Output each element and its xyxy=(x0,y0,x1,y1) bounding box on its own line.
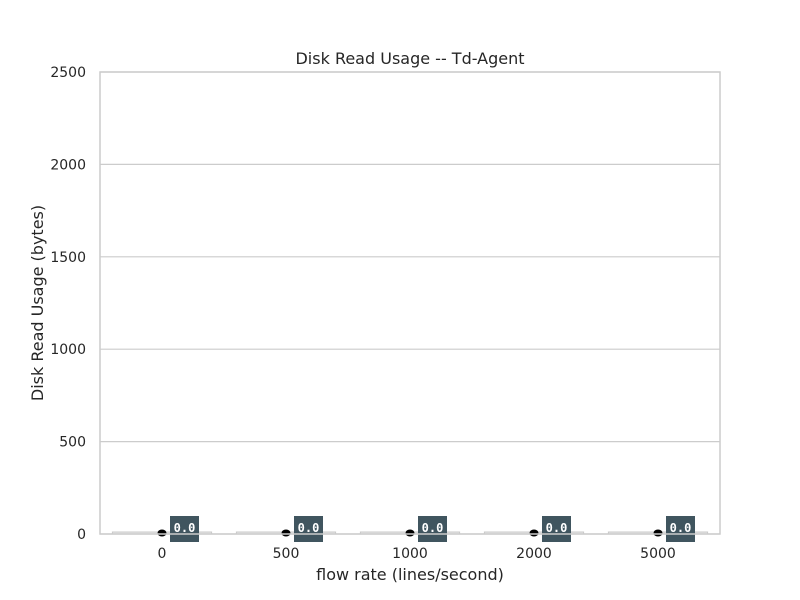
data-label-box xyxy=(294,516,323,542)
error-cap-2000 xyxy=(529,529,539,537)
chart-title: Disk Read Usage -- Td-Agent xyxy=(295,49,524,68)
plot-frame xyxy=(99,71,721,535)
error-cap-1000 xyxy=(405,529,415,537)
y-tick-label: 0 xyxy=(77,527,86,543)
data-label-box xyxy=(542,516,571,542)
error-cap-5000 xyxy=(653,529,663,537)
y-tick-label: 1500 xyxy=(50,250,86,266)
y-tick-labels: 0 500 1000 1500 2000 2500 xyxy=(50,65,86,543)
y-tick-label: 2000 xyxy=(50,157,86,173)
x-tick-label: 5000 xyxy=(640,546,676,562)
data-label: 0.0 xyxy=(546,521,568,535)
error-cap-0 xyxy=(157,529,167,537)
data-label-box xyxy=(666,516,695,542)
y-tick-label: 1000 xyxy=(50,342,86,358)
data-label: 0.0 xyxy=(422,521,444,535)
data-label: 0.0 xyxy=(174,521,196,535)
error-cap-500 xyxy=(281,529,291,537)
x-tick-label: 2000 xyxy=(516,546,552,562)
x-tick-label: 500 xyxy=(273,546,300,562)
y-axis-label: Disk Read Usage (bytes) xyxy=(28,205,47,401)
data-label-box xyxy=(170,516,199,542)
y-tick-label: 500 xyxy=(59,435,86,451)
data-label-box xyxy=(418,516,447,542)
y-tick-label: 2500 xyxy=(50,65,86,81)
data-label: 0.0 xyxy=(670,521,692,535)
bars xyxy=(111,529,709,537)
x-axis-label: flow rate (lines/second) xyxy=(316,565,504,584)
gridlines xyxy=(100,71,720,535)
x-tick-label: 0 xyxy=(158,546,167,562)
x-tick-label: 1000 xyxy=(392,546,428,562)
data-label: 0.0 xyxy=(298,521,320,535)
x-tick-labels: 0 500 1000 2000 5000 xyxy=(158,546,676,562)
data-labels: 0.0 0.0 0.0 0.0 0.0 xyxy=(170,516,695,542)
